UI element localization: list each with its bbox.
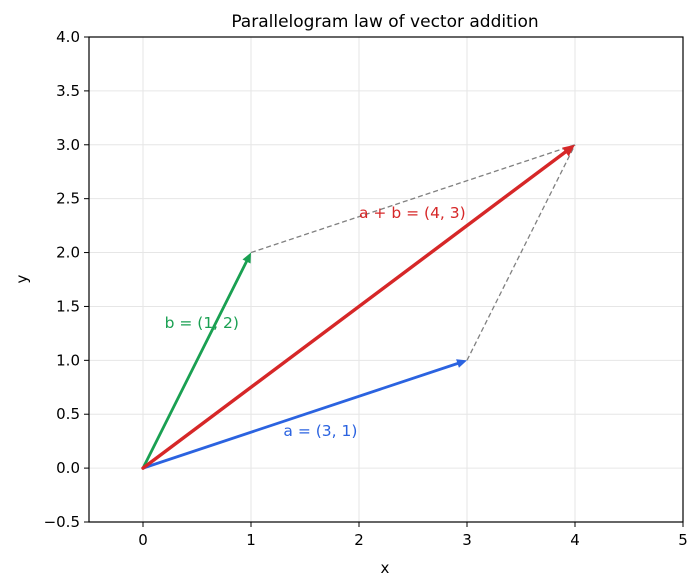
ticks: 0 1 2 3 4 5 −0.5 0.0 0.5 1.0 1.5 2.0 2.5 3.0 3.5 4.0 [44,28,688,549]
vector-sum-arrowhead [562,144,575,157]
x-tick-label: 2 [354,531,364,549]
grid [89,36,684,523]
chart-title: Parallelogram law of vector addition [231,12,538,32]
vector-b-arrowhead [242,252,251,264]
y-axis-label: y [13,274,31,283]
vector-a-arrowhead [456,359,467,368]
vector-a-shaft [141,362,459,470]
vector-sum-shaft [141,150,568,470]
vector-sum-label: a + b = (4, 3) [359,204,466,222]
vector-a-label: a = (3, 1) [283,422,357,440]
y-tick-label: 0.0 [56,459,80,477]
y-tick-label: 3.0 [56,136,80,154]
y-tick-label: −0.5 [44,513,80,531]
parallelogram-dashed-line [250,144,576,254]
vectors [141,144,575,470]
x-axis-label: x [381,559,390,577]
parallelogram-dashed-line [466,144,576,361]
y-tick-label: 0.5 [56,405,80,423]
y-tick-label: 2.5 [56,190,80,208]
x-tick-label: 0 [138,531,148,549]
y-tick-label: 2.0 [56,244,80,262]
x-tick-label: 1 [246,531,256,549]
y-tick-label: 4.0 [56,28,80,46]
y-tick-label: 1.5 [56,297,80,315]
y-tick-label: 3.5 [56,82,80,100]
construction-lines [250,144,576,361]
vector-b-shaft [141,260,248,470]
vector-b-label: b = (1, 2) [165,314,239,332]
x-tick-label: 5 [678,531,688,549]
x-tick-label: 3 [462,531,472,549]
plot-frame [88,36,684,523]
y-tick-label: 1.0 [56,351,80,369]
vector-labels: a = (3, 1) b = (1, 2) a + b = (4, 3) [165,204,466,440]
x-tick-label: 4 [570,531,580,549]
